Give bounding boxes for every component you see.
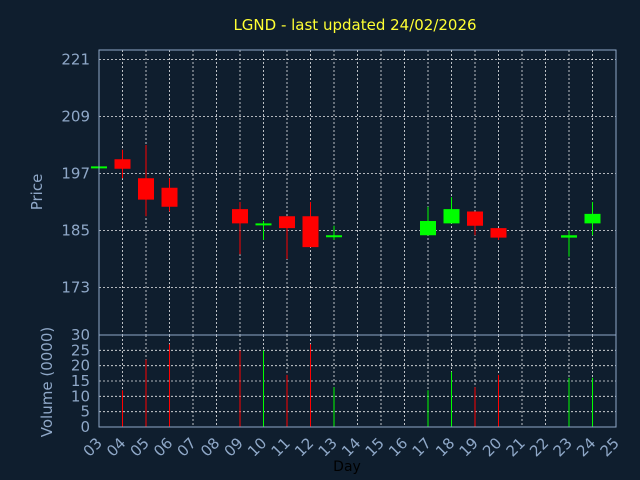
price-grid: [98, 50, 617, 335]
candle-body: [561, 235, 577, 238]
price-tick-label: 185: [61, 222, 90, 240]
volume-tick-label: 0: [80, 418, 90, 436]
candle-body: [255, 223, 272, 226]
x-tick-label: 08: [197, 434, 223, 460]
candle-body: [420, 221, 436, 236]
x-tick-label: 24: [573, 434, 599, 460]
volume-tick-label: 5: [80, 403, 90, 421]
candle-body: [490, 228, 507, 238]
x-tick-label: 15: [362, 434, 388, 460]
chart-title: LGND - last updated 24/02/2026: [233, 16, 476, 34]
volume-grid: [98, 334, 617, 428]
x-tick-labels: 0304050607080910111213141516171819202122…: [80, 434, 623, 460]
candle-body: [467, 211, 483, 226]
volume-axis-label: Volume (0000): [38, 327, 56, 437]
volume-frame: [98, 334, 617, 428]
candle-body: [584, 213, 601, 224]
candle-body: [232, 209, 248, 224]
x-tick-label: 11: [268, 434, 294, 460]
x-tick-label: 18: [432, 434, 458, 460]
price-axis-label: Price: [28, 174, 46, 211]
x-axis-label: Day: [333, 459, 361, 475]
candle-body: [302, 216, 319, 248]
volume-bars: [122, 344, 593, 427]
x-tick-label: 06: [150, 434, 176, 460]
candles: [91, 145, 601, 259]
candle-body: [114, 159, 131, 169]
x-tick-label: 22: [526, 434, 552, 460]
price-tick-label: 197: [61, 165, 90, 183]
price-panel: 221 209 197 185 173: [61, 49, 617, 336]
x-tick-label: 21: [503, 434, 529, 460]
x-tick-label: 05: [127, 434, 153, 460]
x-tick-label: 07: [174, 434, 200, 460]
x-tick-label: 04: [103, 434, 129, 460]
candle-body: [138, 178, 154, 200]
x-tick-label: 03: [80, 434, 106, 460]
candle-body: [161, 187, 178, 207]
price-tick-label: 221: [61, 51, 90, 69]
x-tick-label: 23: [550, 434, 576, 460]
x-tick-label: 13: [315, 434, 341, 460]
price-tick-label: 209: [61, 108, 90, 126]
volume-tick-label: 20: [71, 357, 90, 375]
x-tick-label: 10: [244, 434, 270, 460]
x-tick-label: 25: [597, 434, 623, 460]
price-tick-label: 173: [61, 279, 90, 297]
volume-tick-label: 25: [71, 341, 90, 359]
price-tick-labels: 221 209 197 185 173: [61, 51, 90, 297]
volume-tick-label: 15: [71, 372, 90, 390]
x-tick-label: 12: [291, 434, 317, 460]
volume-tick-label: 30: [71, 326, 90, 344]
x-tick-label: 17: [409, 434, 435, 460]
volume-tick-label: 10: [71, 387, 90, 405]
candle-body: [279, 216, 295, 229]
candle-body: [443, 209, 460, 224]
x-tick-label: 14: [338, 434, 364, 460]
x-tick-label: 16: [385, 434, 411, 460]
candle-body: [326, 235, 342, 238]
x-tick-label: 09: [221, 434, 247, 460]
x-tick-label: 19: [456, 434, 482, 460]
x-tick-label: 20: [479, 434, 505, 460]
